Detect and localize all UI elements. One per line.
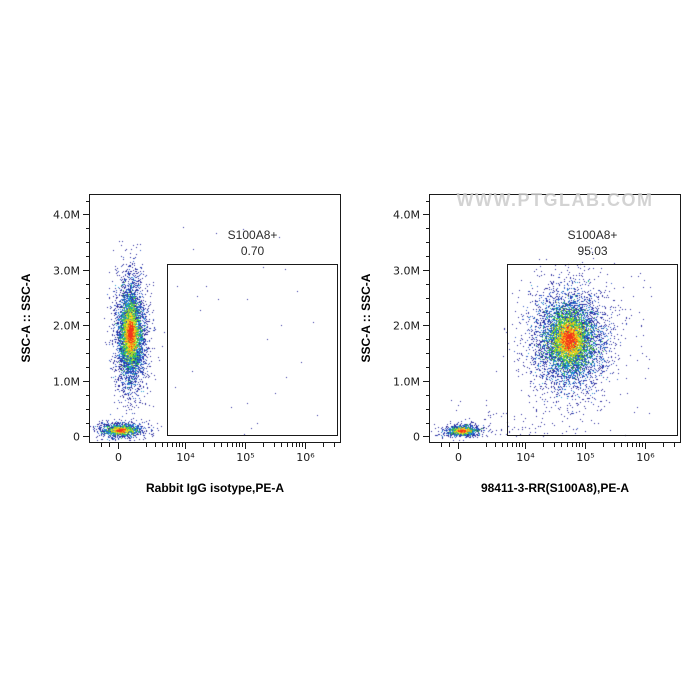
x-tick-label: 0 — [455, 451, 462, 464]
density-canvas — [430, 195, 680, 442]
gate-percent: 95.03 — [577, 244, 608, 259]
y-tick-label: 2.0M — [393, 320, 420, 333]
y-axis-label: SSC-A :: SSC-A — [19, 273, 33, 363]
y-tick-label: 1.0M — [53, 376, 80, 389]
x-tick-label: 10⁴ — [176, 451, 195, 464]
x-axis-label: Rabbit IgG isotype,PE-A — [145, 481, 284, 495]
y-tick-label: 3.0M — [393, 265, 420, 278]
y-tick-label: 0 — [413, 431, 420, 444]
x-tick-label: 10⁴ — [516, 451, 535, 464]
gate-percent: 0.70 — [240, 244, 265, 259]
x-tick-label: 0 — [115, 451, 122, 464]
x-tick-label: 10⁶ — [636, 451, 655, 464]
y-tick-label: 1.0M — [393, 376, 420, 389]
x-tick-label: 10⁵ — [576, 451, 594, 464]
gate-label-block: S100A8+ 0.70 — [228, 227, 278, 259]
y-tick-label: 4.0M — [393, 209, 420, 222]
flow-panel-isotype: 0 1.0M 2.0M 3.0M 4.0M 0 10⁴ 10⁵ 10⁶ SSC-A :: SSC… — [0, 0, 350, 540]
x-axis-label: 98411-3-RR(S100A8),PE-A — [480, 481, 630, 495]
ptglab-watermark: WWW.PTGLAB.COM — [456, 190, 654, 210]
y-tick-label: 4.0M — [53, 209, 80, 222]
flow-panel-s100a8: 0 1.0M 2.0M 3.0M 4.0M 0 10⁴ 10⁵ 10⁶ SSC-A :: SSC… — [340, 0, 700, 540]
plot-area — [89, 194, 341, 443]
y-tick-label: 2.0M — [53, 320, 80, 333]
y-axis-label: SSC-A :: SSC-A — [359, 273, 373, 363]
x-tick-label: 10⁶ — [296, 451, 315, 464]
y-tick-label: 0 — [73, 431, 80, 444]
gate-name: S100A8+ — [227, 228, 278, 243]
density-canvas — [90, 195, 340, 442]
plot-area — [429, 194, 681, 443]
gate-rect — [167, 264, 338, 437]
y-tick-label: 3.0M — [53, 265, 80, 278]
gate-name: S100A8+ — [567, 228, 618, 243]
gate-label-block: S100A8+ 95.03 — [568, 227, 618, 259]
x-tick-label: 10⁵ — [236, 451, 254, 464]
gate-rect — [507, 264, 678, 437]
